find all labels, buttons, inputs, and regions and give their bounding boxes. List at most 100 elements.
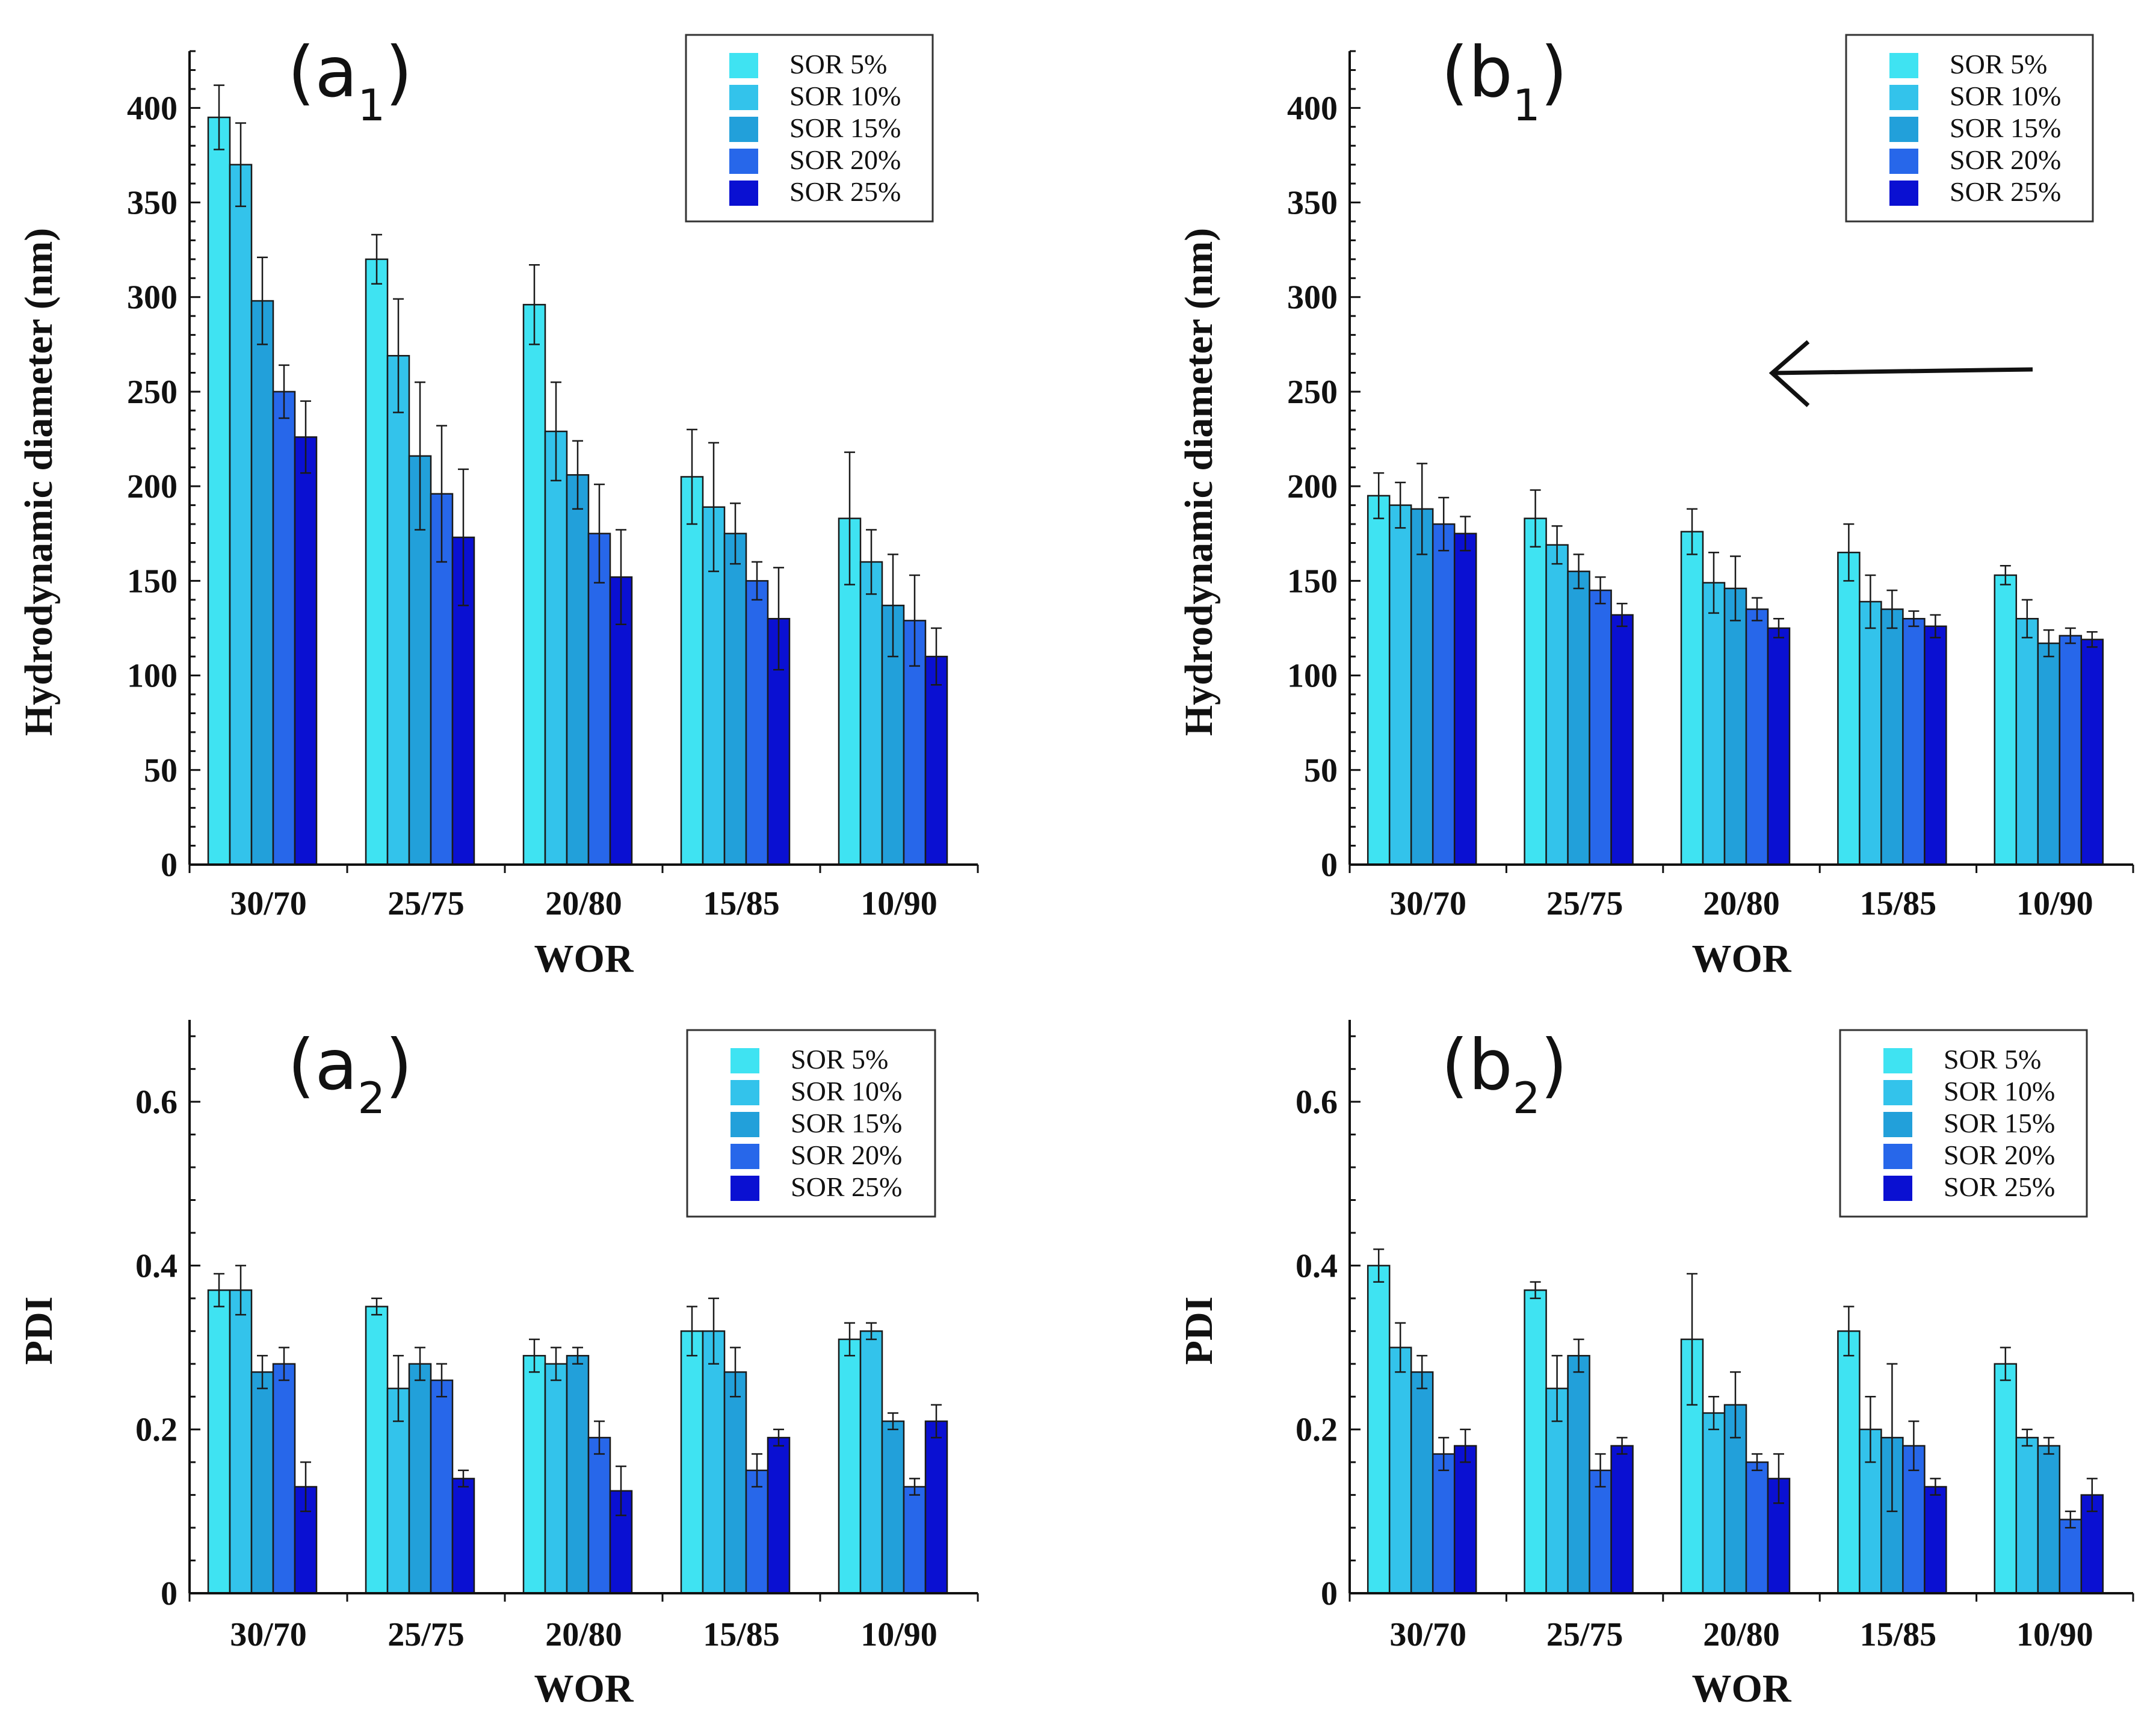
panel-label-subscript: 2 <box>357 1073 385 1123</box>
bar-sor-25-25-75 <box>1610 614 1634 866</box>
error-bar-sor-15-25-75 <box>415 1347 425 1381</box>
error-bar-sor-20-15-85 <box>1908 610 1920 628</box>
legend-label-sor-5: SOR 5% <box>1950 49 2047 79</box>
error-bar-sor-15-10-90 <box>888 554 898 658</box>
error-bar-sor-25-15-85 <box>773 1428 784 1447</box>
legend-swatch-sor-20 <box>729 149 758 174</box>
legend: SOR 5%SOR 10%SOR 15%SOR 20%SOR 25% <box>686 1029 936 1218</box>
bar-sor-25-30-70 <box>294 436 318 866</box>
legend-label-sor-10: SOR 10% <box>791 1076 902 1106</box>
y-tick-label: 200 <box>1287 468 1338 505</box>
error-bar-sor-5-10-90 <box>2000 1347 2011 1381</box>
error-bar-sor-25-10-90 <box>2086 631 2098 648</box>
bar-sor-15-20-80 <box>566 474 590 866</box>
error-bar-sor-10-30-70 <box>1395 1322 1406 1373</box>
bar-sor-15-30-70 <box>1410 1371 1434 1594</box>
error-bar-sor-5-15-85 <box>687 1306 697 1357</box>
bar-sor-5-25-75 <box>1524 1289 1547 1594</box>
bar-sor-10-15-85 <box>1859 600 1882 866</box>
error-bar-sor-10-25-75 <box>393 1354 404 1422</box>
y-tick-label: 150 <box>127 563 178 600</box>
bar-sor-25-10-90 <box>924 1420 948 1594</box>
error-bar-sor-15-15-85 <box>730 502 741 565</box>
legend-swatch-sor-25 <box>729 181 758 206</box>
bar-sor-15-30-70 <box>1410 508 1434 866</box>
bar-sor-15-15-85 <box>1880 608 1904 866</box>
bar-sor-20-30-70 <box>1432 523 1456 866</box>
legend: SOR 5%SOR 10%SOR 15%SOR 20%SOR 25% <box>1839 1029 2088 1218</box>
bar-sor-20-25-75 <box>430 1379 454 1594</box>
legend-label-sor-20: SOR 20% <box>791 1140 902 1170</box>
y-tick-label: 300 <box>127 279 178 316</box>
bar-sor-10-20-80 <box>1702 1412 1726 1594</box>
legend-swatch-sor-5 <box>1883 1048 1912 1073</box>
error-bar-sor-5-25-75 <box>1530 489 1541 548</box>
legend-label-sor-5: SOR 5% <box>1944 1044 2041 1075</box>
y-tick-label: 0 <box>161 847 178 884</box>
panel-label-close: ) <box>385 1025 412 1106</box>
legend-label-sor-5: SOR 5% <box>789 49 887 79</box>
y-tick-label: 0 <box>1321 1575 1338 1612</box>
y-tick-label: 0.2 <box>135 1412 178 1449</box>
x-tick-label: 20/80 <box>1703 1616 1780 1653</box>
bar-sor-20-20-80 <box>1745 608 1769 866</box>
legend-label-sor-25: SOR 25% <box>1944 1171 2055 1202</box>
legend-label-sor-15: SOR 15% <box>1944 1108 2055 1138</box>
error-bar-sor-5-20-80 <box>529 264 540 345</box>
error-bar-sor-25-15-85 <box>1930 1478 1941 1496</box>
bar-sor-5-30-70 <box>207 116 231 866</box>
y-tick-label: 50 <box>1304 752 1338 789</box>
error-bar-sor-20-30-70 <box>1438 1437 1450 1472</box>
error-bar-sor-25-10-90 <box>931 627 942 686</box>
x-axis-title: WOR <box>1692 937 1792 981</box>
panel-label-main: (b <box>1441 32 1513 113</box>
chart-a1-hydrodynamic-diameter: 0 50 100 150 200 250 300 350 400 30/70 25/75 20/80 1… <box>17 32 979 981</box>
bar-sor-25-25-75 <box>1610 1445 1634 1594</box>
y-tick-label: 400 <box>127 90 178 127</box>
error-bar-sor-25-20-80 <box>616 529 626 625</box>
legend-label-sor-15: SOR 15% <box>791 1108 902 1138</box>
y-tick-label: 100 <box>127 658 178 695</box>
panel-label: (b1) <box>1441 32 1568 131</box>
x-tick-label: 25/75 <box>1546 1616 1623 1653</box>
error-bar-sor-10-20-80 <box>1708 1396 1719 1430</box>
bar-sor-25-15-85 <box>1924 1486 1947 1594</box>
bar-sor-10-30-70 <box>229 164 253 866</box>
y-tick-label: 0 <box>1321 847 1338 884</box>
series-sor-5 <box>207 1273 862 1594</box>
bar-sor-20-15-85 <box>1902 618 1926 866</box>
bar-sor-10-25-75 <box>386 354 410 866</box>
bar-sor-10-10-90 <box>859 1330 883 1594</box>
bar-sor-10-30-70 <box>1388 1347 1412 1594</box>
bar-sor-20-15-85 <box>745 580 769 866</box>
legend-label-sor-25: SOR 25% <box>789 176 901 207</box>
series-sor-15 <box>1410 463 2061 866</box>
bar-sor-10-10-90 <box>2015 1437 2039 1594</box>
legend: SOR 5%SOR 10%SOR 15%SOR 20%SOR 25% <box>1845 34 2094 223</box>
legend-swatch-sor-15 <box>1889 117 1918 142</box>
bar-sor-15-10-90 <box>2037 642 2061 866</box>
bar-sor-5-10-90 <box>1994 574 2018 866</box>
legend-swatch-sor-10 <box>731 1080 759 1105</box>
panel-label-subscript: 1 <box>357 80 385 131</box>
bar-sor-5-20-80 <box>522 1354 546 1594</box>
error-bar-sor-25-10-90 <box>2086 1478 2098 1513</box>
bar-sor-15-25-75 <box>408 1363 432 1594</box>
x-axis-title: WOR <box>534 1667 634 1711</box>
bar-sor-10-20-80 <box>544 1363 568 1594</box>
legend-swatch-sor-25 <box>731 1176 759 1201</box>
error-bar-sor-25-20-80 <box>1773 1453 1784 1504</box>
x-tick-label: 25/75 <box>388 885 465 922</box>
x-tick-label: 10/90 <box>860 885 937 922</box>
bar-sor-25-10-90 <box>924 655 948 866</box>
y-axis-title: PDI <box>1177 1297 1221 1365</box>
x-tick-label: 20/80 <box>545 885 622 922</box>
x-tick-label: 10/90 <box>2016 1616 2093 1653</box>
error-bar-sor-10-30-70 <box>235 122 246 208</box>
error-bar-sor-25-30-70 <box>300 400 311 474</box>
x-tick-label: 15/85 <box>703 1616 780 1653</box>
panel-label: (a1) <box>288 32 412 131</box>
error-bar-sor-20-30-70 <box>279 1347 289 1381</box>
series-sor-25 <box>1453 516 2104 866</box>
